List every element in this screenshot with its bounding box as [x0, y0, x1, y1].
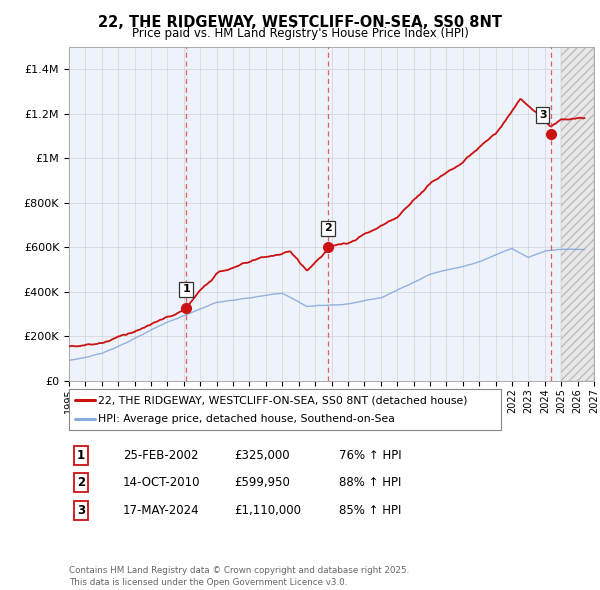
Text: 22, THE RIDGEWAY, WESTCLIFF-ON-SEA, SS0 8NT (detached house): 22, THE RIDGEWAY, WESTCLIFF-ON-SEA, SS0 … — [98, 395, 468, 405]
Text: 3: 3 — [77, 504, 85, 517]
Bar — [561, 47, 594, 381]
Text: £325,000: £325,000 — [234, 449, 290, 462]
Text: 22, THE RIDGEWAY, WESTCLIFF-ON-SEA, SS0 8NT: 22, THE RIDGEWAY, WESTCLIFF-ON-SEA, SS0 … — [98, 15, 502, 30]
Text: Price paid vs. HM Land Registry's House Price Index (HPI): Price paid vs. HM Land Registry's House … — [131, 27, 469, 40]
Text: 2: 2 — [77, 476, 85, 489]
Text: 85% ↑ HPI: 85% ↑ HPI — [339, 504, 401, 517]
Text: 1: 1 — [182, 284, 190, 294]
Text: 2: 2 — [324, 224, 332, 233]
Text: 88% ↑ HPI: 88% ↑ HPI — [339, 476, 401, 489]
Text: 14-OCT-2010: 14-OCT-2010 — [123, 476, 200, 489]
Text: 25-FEB-2002: 25-FEB-2002 — [123, 449, 199, 462]
Text: 3: 3 — [539, 110, 547, 120]
Text: 1: 1 — [77, 449, 85, 462]
Text: Contains HM Land Registry data © Crown copyright and database right 2025.
This d: Contains HM Land Registry data © Crown c… — [69, 566, 409, 587]
Text: HPI: Average price, detached house, Southend-on-Sea: HPI: Average price, detached house, Sout… — [98, 414, 395, 424]
Text: 76% ↑ HPI: 76% ↑ HPI — [339, 449, 401, 462]
Text: £599,950: £599,950 — [234, 476, 290, 489]
Text: £1,110,000: £1,110,000 — [234, 504, 301, 517]
Text: 17-MAY-2024: 17-MAY-2024 — [123, 504, 200, 517]
